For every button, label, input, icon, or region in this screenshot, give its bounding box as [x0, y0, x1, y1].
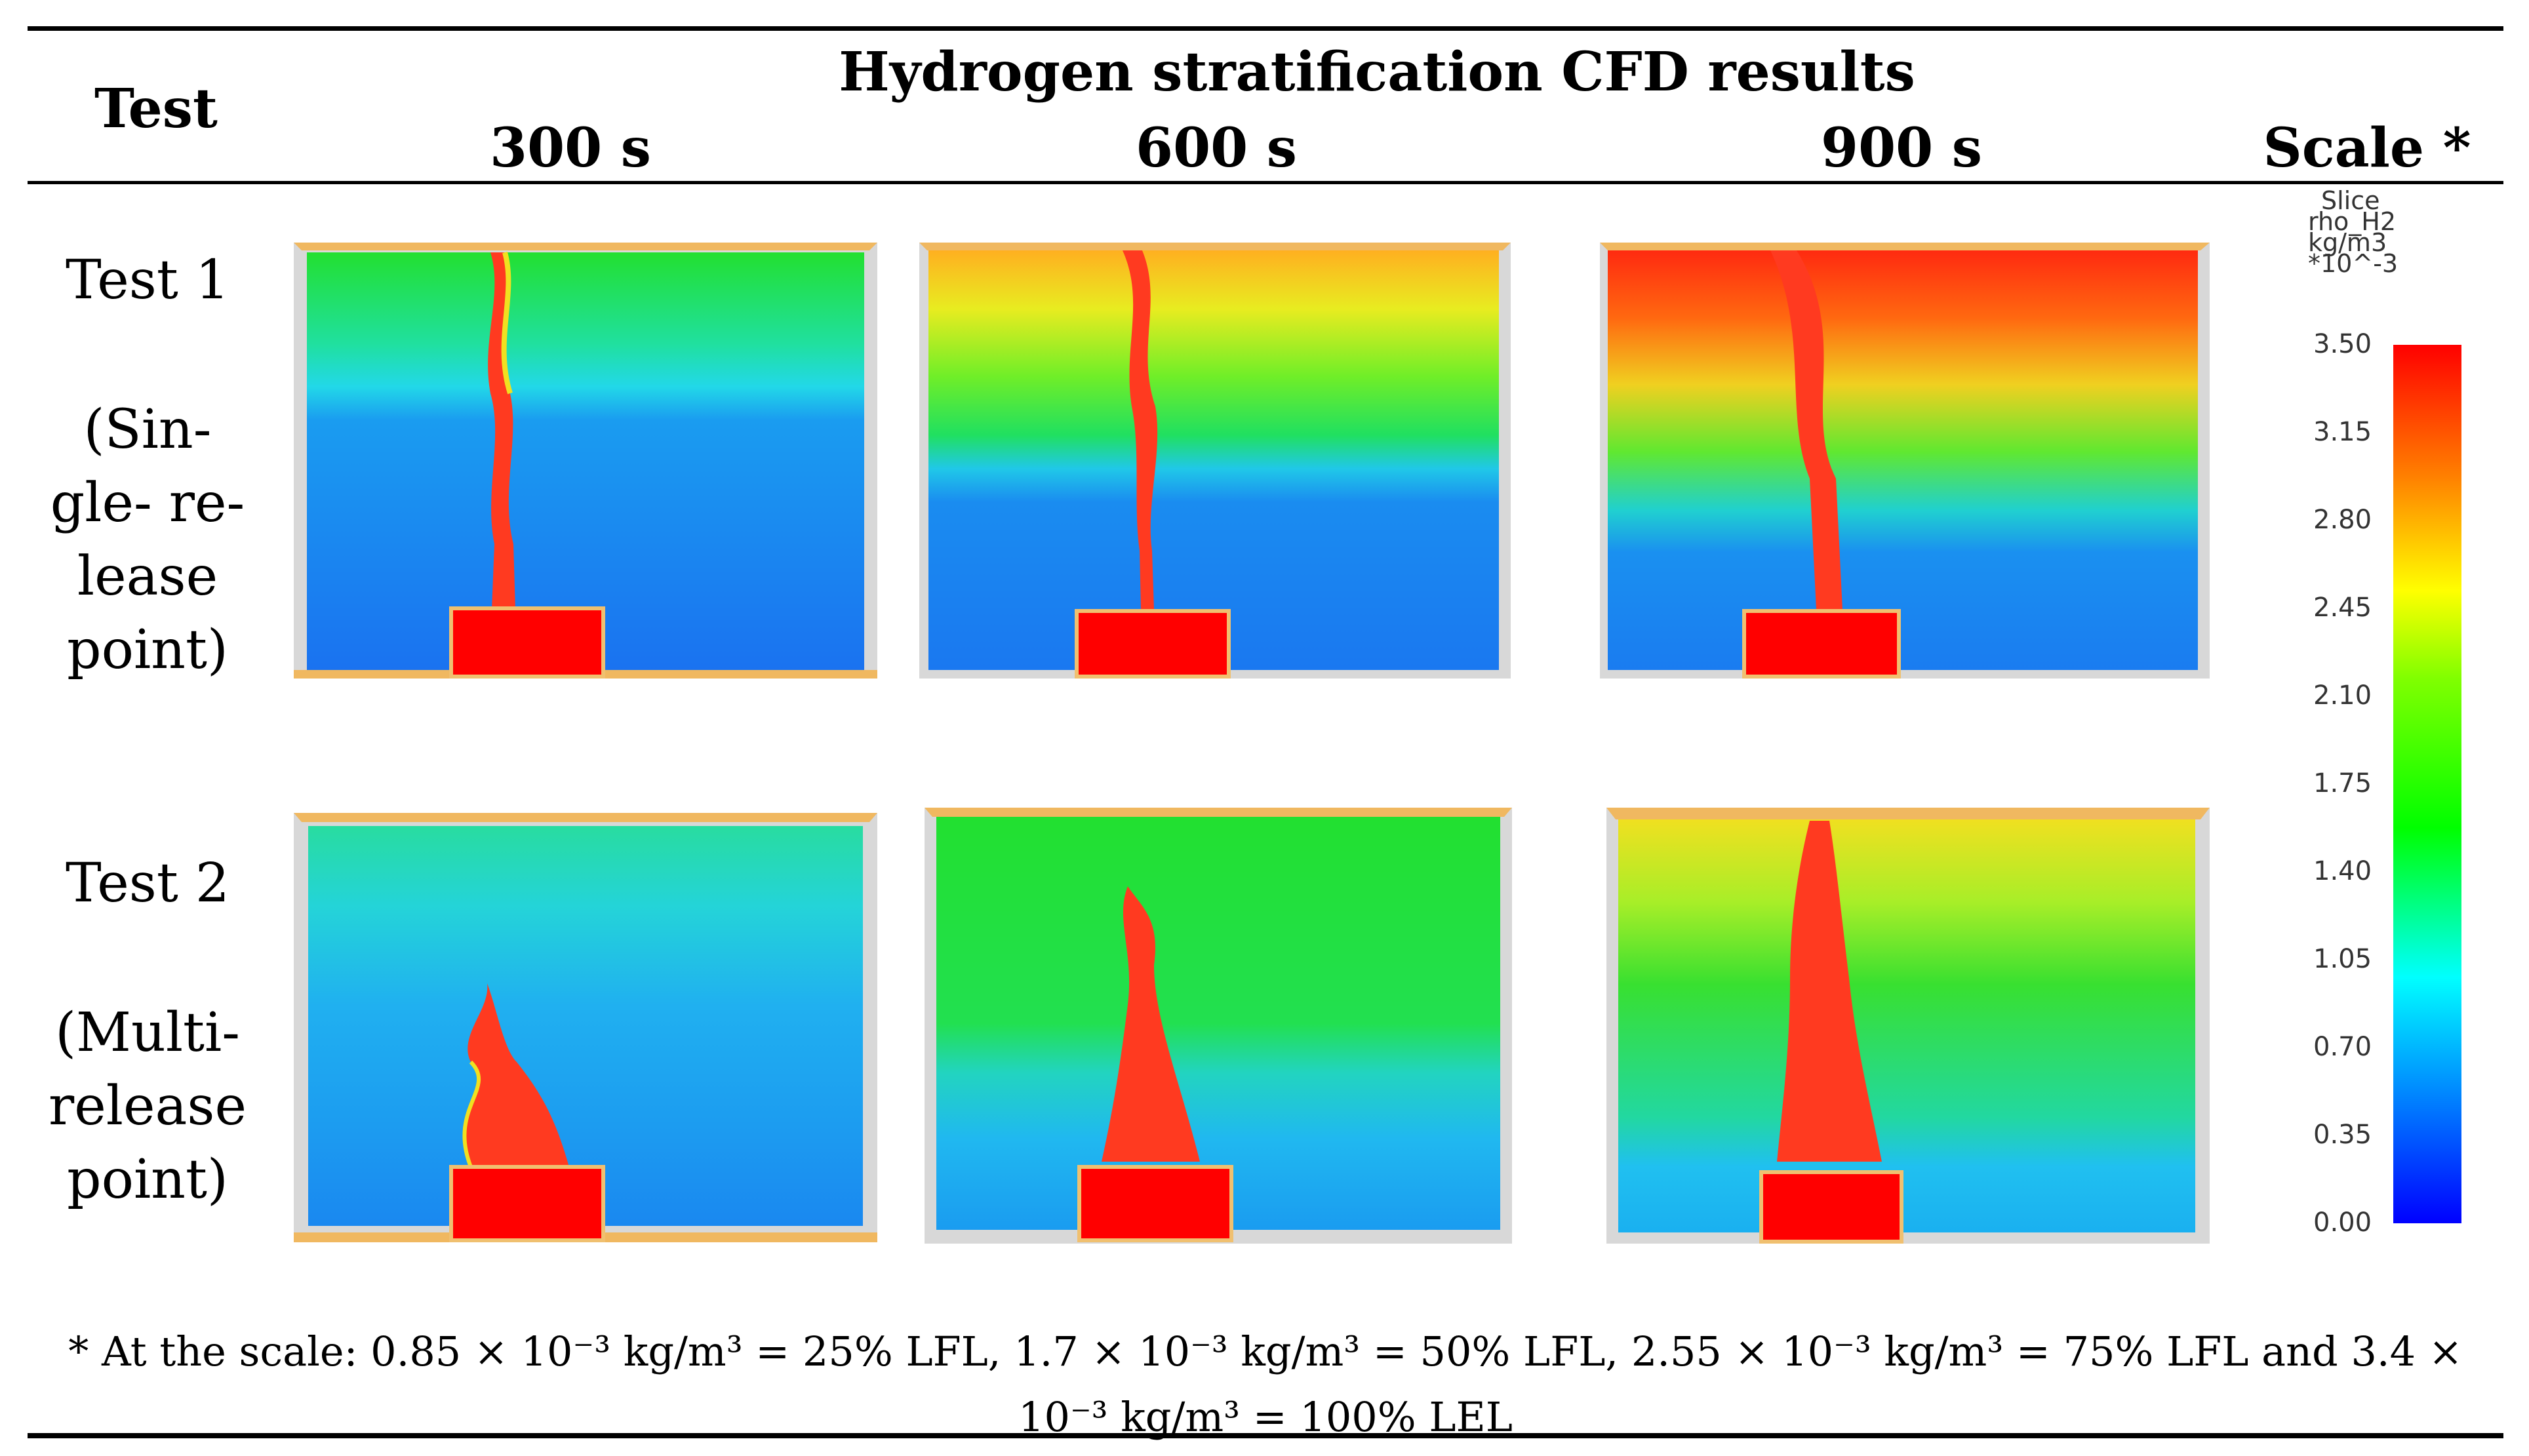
legend-tick: 0.00 — [2313, 1208, 2372, 1238]
row2-test-label: Test 2 — [65, 852, 230, 915]
legend-tick: 2.10 — [2313, 680, 2372, 711]
legend-tick: 0.70 — [2313, 1032, 2372, 1062]
header-title: Hydrogen stratification CFD results — [839, 41, 1915, 104]
footnote: * At the scale: 0.85 × 10⁻³ kg/m³ = 25% … — [68, 1328, 2463, 1441]
cfd-panel-test1-900s — [1600, 243, 2210, 679]
row1-desc-line: gle- re- — [50, 472, 245, 534]
legend-tick: 1.40 — [2313, 856, 2372, 886]
legend-title-line: *10^-3 — [2308, 249, 2399, 278]
legend-tick: 0.35 — [2313, 1120, 2372, 1150]
row1-desc-line: point) — [67, 619, 228, 681]
cfd-panel-test2-300s — [294, 813, 877, 1242]
header-test: Test — [94, 77, 218, 140]
legend-tick: 1.75 — [2313, 768, 2372, 798]
legend-tick: 2.45 — [2313, 593, 2372, 623]
header-scale: Scale * — [2263, 117, 2471, 180]
row1-test-label: Test 1 — [65, 249, 230, 311]
bottom-rule — [28, 1433, 2503, 1438]
cfd-panel-test1-300s — [294, 243, 877, 679]
legend-title-line: kg/m3 — [2308, 228, 2387, 257]
header-time-600: 600 s — [1136, 117, 1297, 180]
cfd-panel-test2-900s — [1606, 808, 2210, 1244]
top-rule — [28, 26, 2503, 31]
header-rule — [28, 181, 2503, 184]
colorbar — [2393, 345, 2461, 1223]
cfd-panel-test1-600s — [919, 243, 1511, 679]
legend-title: Slice rho_H2 kg/m3 *10^-3 — [2294, 186, 2425, 278]
legend-title-line: Slice — [2321, 186, 2380, 215]
legend-tick: 1.05 — [2313, 944, 2372, 974]
row1-desc-line: (Sin- — [83, 399, 212, 461]
row2-desc-line: (Multi- — [55, 1002, 240, 1064]
row2-desc: (Multi- release point) — [26, 996, 269, 1217]
row2-desc-line: point) — [67, 1149, 228, 1211]
row1-desc-line: lease — [77, 545, 218, 608]
row2-desc-line: release — [49, 1075, 247, 1137]
legend-tick: 3.50 — [2313, 329, 2372, 359]
header-time-300: 300 s — [490, 117, 651, 180]
legend-tick: 2.80 — [2313, 505, 2372, 535]
legend-title-line: rho_H2 — [2308, 207, 2397, 236]
cfd-panel-test2-600s — [925, 808, 1512, 1244]
row1-desc: (Sin- gle- re- lease point) — [26, 393, 269, 687]
header-time-900: 900 s — [1821, 117, 1982, 180]
legend-tick: 3.15 — [2313, 417, 2372, 447]
